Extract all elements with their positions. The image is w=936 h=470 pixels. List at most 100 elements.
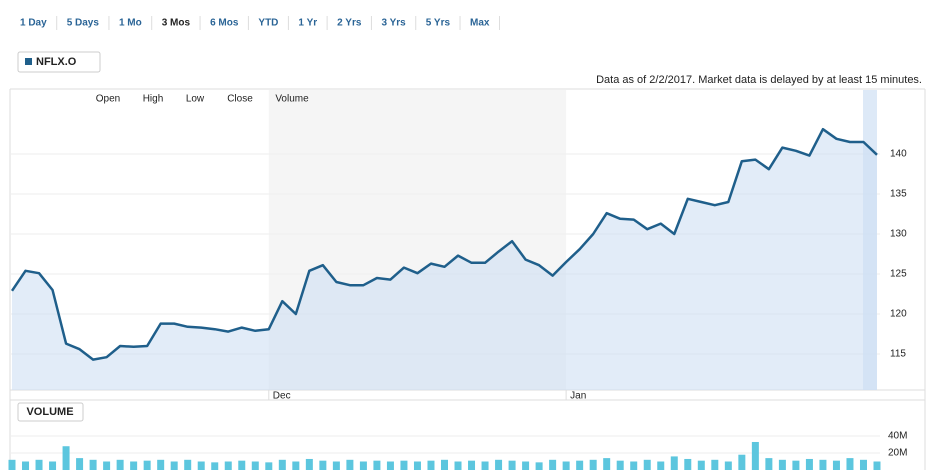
quote-field: Low bbox=[186, 94, 205, 105]
symbol-swatch bbox=[25, 58, 32, 65]
volume-bar bbox=[805, 458, 813, 470]
range-button[interactable]: 1 Yr bbox=[298, 18, 317, 29]
price-line bbox=[10, 127, 878, 361]
volume-bar bbox=[576, 460, 584, 470]
volume-bar bbox=[454, 461, 462, 470]
volume-bar bbox=[346, 459, 354, 470]
last-day-highlight bbox=[863, 90, 877, 390]
range-button[interactable]: 1 Mo bbox=[119, 18, 142, 29]
volume-bar bbox=[305, 458, 313, 470]
volume-bar bbox=[549, 459, 557, 470]
volume-title: VOLUME bbox=[26, 406, 73, 418]
volume-bar bbox=[400, 460, 408, 470]
volume-bar bbox=[738, 454, 746, 470]
y-tick-label: 135 bbox=[890, 189, 907, 200]
y-tick-label: 115 bbox=[890, 349, 906, 360]
volume-bar bbox=[535, 462, 543, 470]
volume-bar bbox=[76, 458, 84, 470]
volume-bar bbox=[62, 446, 70, 470]
volume-bar bbox=[778, 459, 786, 470]
volume-bar bbox=[873, 461, 881, 470]
volume-bar bbox=[130, 461, 138, 470]
volume-bar bbox=[792, 460, 800, 470]
volume-bar bbox=[657, 461, 665, 470]
range-button[interactable]: 3 Mos bbox=[162, 18, 191, 29]
volume-bar bbox=[8, 459, 16, 470]
volume-bar bbox=[359, 461, 367, 470]
quote-field: High bbox=[143, 94, 164, 105]
y-tick-label: 140 bbox=[890, 149, 907, 160]
volume-bar bbox=[724, 461, 732, 470]
quote-field: Close bbox=[227, 94, 253, 105]
volume-bar bbox=[265, 462, 273, 470]
volume-bar bbox=[143, 460, 151, 470]
notice: Data as of 2/2/2017. Market data is dela… bbox=[596, 74, 922, 86]
volume-bar bbox=[441, 459, 448, 470]
volume-bar bbox=[819, 459, 827, 470]
volume-bar bbox=[481, 461, 489, 470]
symbol-box[interactable] bbox=[17, 51, 101, 73]
volume-bar bbox=[211, 462, 219, 470]
volume-bar bbox=[765, 458, 773, 470]
volume-bar bbox=[413, 461, 421, 470]
quote-field: Volume bbox=[275, 94, 309, 105]
range-button[interactable]: 5 Days bbox=[67, 18, 100, 29]
y-tick-label: 120 bbox=[890, 309, 907, 320]
range-button[interactable]: 5 Yrs bbox=[426, 18, 451, 29]
volume-bar bbox=[197, 461, 205, 470]
range-button[interactable]: Max bbox=[470, 18, 490, 29]
range-button[interactable]: 3 Yrs bbox=[381, 18, 406, 29]
volume-bar bbox=[386, 461, 394, 470]
volume-bar bbox=[278, 459, 286, 470]
volume-bar bbox=[103, 461, 111, 470]
range-button[interactable]: 1 Day bbox=[20, 18, 47, 29]
volume-bar bbox=[292, 461, 300, 470]
volume-bar bbox=[643, 459, 651, 470]
volume-bar bbox=[846, 458, 854, 470]
area bbox=[12, 129, 877, 390]
volume-bar bbox=[697, 460, 705, 470]
range-button[interactable]: 6 Mos bbox=[210, 18, 239, 29]
range-button[interactable]: YTD bbox=[258, 18, 278, 29]
volume-bar bbox=[89, 459, 97, 470]
volume-bar bbox=[373, 460, 381, 470]
volume-bar bbox=[238, 460, 246, 470]
volume-bar bbox=[170, 461, 178, 470]
range-button[interactable]: 2 Yrs bbox=[337, 18, 362, 29]
volume-bar bbox=[49, 461, 57, 470]
volume-bar bbox=[319, 460, 327, 470]
volume-bar bbox=[562, 461, 570, 470]
volume-bar bbox=[832, 460, 840, 470]
volume-bar bbox=[630, 461, 638, 470]
volume-bar bbox=[468, 460, 476, 470]
volume-bar bbox=[684, 458, 692, 470]
volume-bar bbox=[251, 461, 259, 470]
volume-bar bbox=[157, 459, 165, 470]
volume-bar bbox=[589, 459, 597, 470]
x-tick-label: Dec bbox=[273, 391, 291, 402]
volume-bar bbox=[751, 441, 759, 470]
volume-bar bbox=[427, 460, 435, 470]
y-tick-label: 20M bbox=[888, 448, 907, 459]
y-tick-label: 130 bbox=[890, 229, 907, 240]
volume-bar bbox=[508, 460, 516, 470]
y-tick-label: 40M bbox=[888, 431, 907, 442]
volume-bar bbox=[616, 460, 624, 470]
symbol: NFLX.O bbox=[36, 56, 77, 68]
volume-bar bbox=[603, 458, 611, 470]
volume-bar bbox=[332, 461, 340, 470]
volume-bar bbox=[224, 461, 232, 470]
volume-box bbox=[17, 402, 84, 422]
volume-bar bbox=[116, 459, 124, 470]
volume-bar bbox=[22, 461, 30, 470]
quote-field: Open bbox=[96, 94, 120, 105]
volume-bar bbox=[670, 456, 678, 470]
volume-bar bbox=[859, 459, 867, 470]
volume-bar bbox=[495, 459, 503, 470]
volume-bar bbox=[711, 459, 719, 470]
volume-bar bbox=[522, 461, 530, 470]
volume-bar bbox=[184, 459, 192, 470]
x-tick-label: Jan bbox=[570, 391, 586, 402]
